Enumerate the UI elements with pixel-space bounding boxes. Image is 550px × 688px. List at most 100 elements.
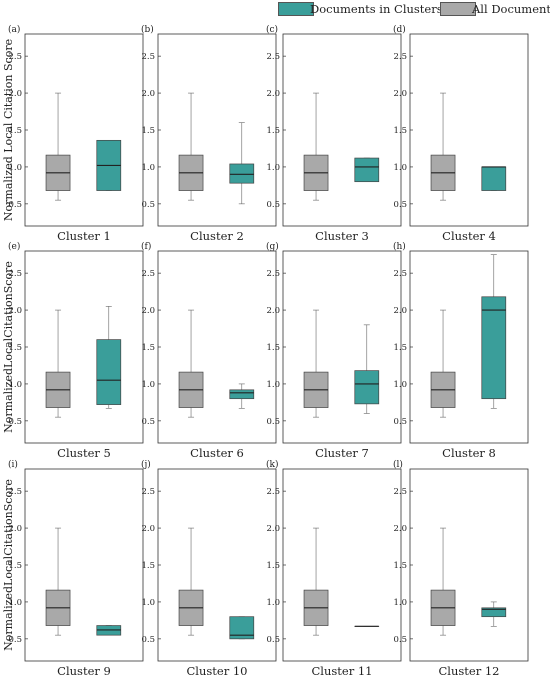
cluster-label: Cluster 7 [315, 446, 369, 460]
box-documents-in-clusters [354, 324, 380, 414]
y-tick-label: 2.5 [393, 52, 407, 62]
plot-frame [282, 250, 402, 444]
y-tick-label: 0.5 [266, 635, 280, 645]
panel-11: (k) 0.5 1.0 1.5 2.0 2.5 Cluster 11 [266, 459, 402, 678]
y-tick-label: 2.5 [8, 52, 22, 62]
y-tick-label: 2.0 [141, 524, 155, 534]
y-tick-label: 2.5 [266, 52, 280, 62]
y-tick-label: 2.0 [393, 89, 407, 99]
cluster-label: Cluster 4 [442, 229, 496, 243]
y-tick-label: 0.5 [393, 635, 407, 645]
box-all-documents [45, 309, 71, 418]
y-tick-label: 0.5 [266, 417, 280, 427]
cluster-label: Cluster 6 [190, 446, 244, 460]
y-axis-label: Normalized Local Citation Score [2, 39, 15, 221]
y-tick-label: 1.5 [393, 126, 407, 136]
box-all-documents [178, 92, 204, 201]
y-tick-label: 2.5 [141, 269, 155, 279]
y-tick-label: 2.0 [266, 89, 280, 99]
cluster-label: Cluster 10 [187, 664, 248, 678]
y-tick-label: 2.5 [141, 487, 155, 497]
panel-letter: (b) [141, 24, 154, 35]
box-documents-in-clusters [481, 601, 507, 627]
y-tick-label: 0.5 [8, 635, 22, 645]
y-tick-label: 1.5 [393, 561, 407, 571]
iqr-box [229, 389, 255, 400]
iqr-box [229, 163, 255, 184]
panel-8: (h) 0.5 1.0 1.5 2.0 2.5 Cluster 8 [393, 241, 529, 460]
cluster-label: Cluster 1 [57, 229, 111, 243]
y-tick-label: 1.5 [8, 343, 22, 353]
cluster-label: Cluster 5 [57, 446, 111, 460]
panel-letter: (i) [8, 459, 18, 470]
panel-letter: (c) [266, 24, 278, 35]
cluster-label: Cluster 8 [442, 446, 496, 460]
iqr-box [481, 296, 507, 400]
plot-frame [24, 250, 144, 444]
y-tick-label: 1.5 [266, 343, 280, 353]
legend-label-clusters: Documents in Clusters [310, 2, 443, 16]
box-all-documents [430, 527, 456, 636]
cluster-label: Cluster 9 [57, 664, 111, 678]
plot-frame [409, 33, 529, 227]
panel-9: (i) 0.5 1.0 1.5 2.0 2.5 Cluster 9 NormalizedLoc… [2, 459, 144, 678]
box-documents-in-clusters [229, 616, 255, 640]
y-tick-label: 1.5 [141, 561, 155, 571]
y-tick-label: 2.5 [393, 269, 407, 279]
y-tick-label: 1.0 [141, 598, 155, 608]
box-documents-in-clusters [96, 625, 122, 636]
y-tick-label: 1.5 [8, 126, 22, 136]
panel-10: (j) 0.5 1.0 1.5 2.0 2.5 Cluster 10 [141, 459, 277, 678]
plot-frame [409, 468, 529, 662]
y-tick-label: 2.5 [141, 52, 155, 62]
cluster-label: Cluster 2 [190, 229, 244, 243]
y-tick-label: 1.5 [266, 126, 280, 136]
y-axis-label: NormalizedLocalCitationScore [2, 261, 15, 433]
y-tick-label: 1.0 [393, 380, 407, 390]
panel-letter: (j) [141, 459, 151, 470]
box-documents-in-clusters [481, 254, 507, 409]
plot-frame [157, 33, 277, 227]
iqr-box [354, 370, 380, 405]
y-tick-label: 1.5 [393, 343, 407, 353]
y-tick-label: 0.5 [393, 417, 407, 427]
legend-swatch-all [440, 2, 476, 16]
y-tick-label: 0.5 [393, 200, 407, 210]
y-tick-label: 0.5 [141, 417, 155, 427]
panel-5: (e) 0.5 1.0 1.5 2.0 2.5 Cluster 5 NormalizedLoc… [2, 241, 144, 460]
panel-letter: (h) [393, 241, 406, 252]
y-tick-label: 2.0 [8, 306, 22, 316]
box-all-documents [303, 309, 329, 418]
plot-frame [282, 33, 402, 227]
panel-letter: (l) [393, 459, 403, 470]
box-all-documents [303, 92, 329, 201]
iqr-box [481, 607, 507, 618]
panel-4: (d) 0.5 1.0 1.5 2.0 2.5 Cluster 4 [393, 24, 529, 243]
panel-6: (f) 0.5 1.0 1.5 2.0 2.5 Cluster 6 [141, 241, 277, 460]
iqr-box [96, 339, 122, 405]
y-tick-label: 2.0 [266, 524, 280, 534]
box-all-documents [430, 309, 456, 418]
panel-letter: (k) [266, 459, 278, 470]
iqr-box [481, 166, 507, 191]
plot-frame [409, 250, 529, 444]
plot-frame [282, 468, 402, 662]
y-tick-label: 2.5 [8, 487, 22, 497]
box-all-documents [303, 527, 329, 636]
y-tick-label: 0.5 [141, 200, 155, 210]
y-tick-label: 2.0 [266, 306, 280, 316]
y-tick-label: 2.0 [393, 306, 407, 316]
panel-letter: (g) [266, 241, 279, 252]
y-tick-label: 1.0 [8, 598, 22, 608]
y-tick-label: 1.5 [141, 126, 155, 136]
panel-2: (b) 0.5 1.0 1.5 2.0 2.5 Cluster 2 [141, 24, 277, 243]
box-all-documents [45, 92, 71, 201]
y-axis-label: NormalizedLocalCitationScore [2, 479, 15, 651]
panel-1: (a) 0.5 1.0 1.5 2.0 2.5 Cluster 1 Normalized Lo… [2, 24, 144, 243]
plot-frame [24, 33, 144, 227]
box-documents-in-clusters [354, 157, 380, 183]
y-tick-label: 2.5 [8, 269, 22, 279]
panel-letter: (a) [8, 24, 20, 35]
y-tick-label: 1.0 [266, 163, 280, 173]
